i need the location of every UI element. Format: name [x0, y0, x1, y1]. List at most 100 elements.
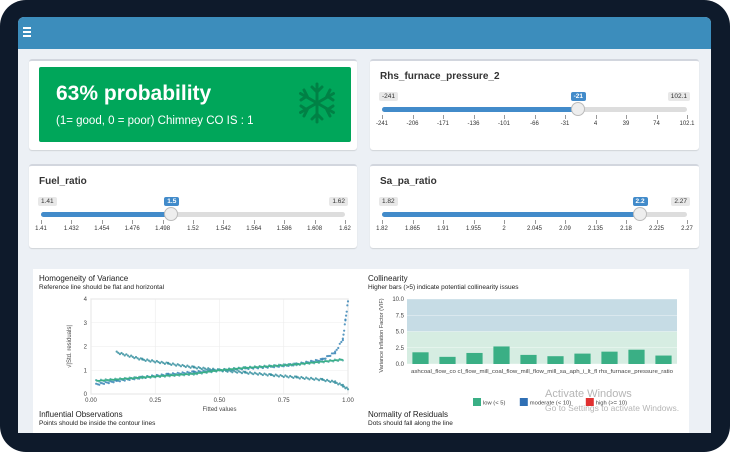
homog-point [134, 355, 138, 359]
homog-point [128, 355, 131, 358]
sapa-slider-box: Sa_pa_ratio 1.82 2.27 2.2 1.82 1.865 1.91 1.95… [370, 164, 699, 248]
homog-point [314, 377, 317, 380]
homog-y-tick-label: 3 [84, 321, 88, 327]
homog-point [191, 365, 194, 368]
coll-y-tick-label: 2.5 [396, 346, 405, 352]
homog-point [142, 358, 146, 361]
fuel-tick-label: 1.454 [94, 226, 110, 232]
homog-point [345, 386, 348, 389]
fuel-slider-label: Fuel_ratio [39, 176, 87, 187]
sapa-slider-fill [382, 212, 640, 217]
homog-point [178, 364, 181, 367]
homog-point [123, 354, 126, 357]
rhs-tick-mark [382, 115, 383, 119]
rhs-tick-mark [534, 115, 536, 119]
activate-windows-title: Activate Windows [545, 388, 632, 400]
homog-point [187, 365, 191, 368]
homog-point [195, 367, 199, 370]
rhs-tick-label: 102.1 [679, 121, 695, 127]
homog-point [126, 354, 130, 357]
hamburger-icon[interactable] [22, 25, 36, 39]
sapa-tick-label: 1.82 [376, 226, 388, 232]
homog-point [229, 370, 232, 373]
homog-point [297, 376, 300, 379]
rhs-slider-handle[interactable] [570, 102, 585, 116]
homogeneity-subtitle: Reference line should be flat and horizo… [39, 284, 165, 291]
homog-point [344, 314, 348, 317]
homog-point [345, 310, 348, 313]
coll-bar [466, 352, 483, 364]
rhs-tick-label: -31 [560, 121, 570, 127]
homog-y-axis-label: √|Std. residuals| [66, 325, 73, 368]
homog-point [189, 366, 192, 369]
homog-point [207, 367, 210, 370]
homog-point [170, 363, 173, 366]
homog-point [160, 360, 163, 363]
homog-point [157, 360, 160, 364]
sapa-slider-label: Sa_pa_ratio [380, 176, 437, 187]
homog-point [316, 378, 319, 381]
influential-title: Influential Observations [39, 410, 123, 419]
homog-point [162, 361, 165, 364]
homog-point [324, 380, 327, 383]
homog-point [292, 376, 295, 379]
coll-bar [628, 349, 645, 364]
homogeneity-title: Homogeneity of Variance [39, 274, 129, 283]
homog-point [118, 353, 122, 356]
coll-y-tick-label: 7.5 [396, 313, 405, 319]
homog-point [277, 375, 281, 378]
collinearity-subtitle: Higher bars (>5) indicate potential coll… [368, 284, 519, 291]
coll-y-tick-label: 0.0 [396, 362, 405, 368]
coll-legend-swatch [473, 398, 481, 406]
fuel-slider-track[interactable] [41, 212, 345, 217]
homog-point [239, 371, 242, 374]
rhs-tick-label: -66 [530, 121, 539, 127]
diagnostics-panel: Homogeneity of Variance Reference line s… [33, 269, 689, 433]
sapa-tick-label: 2.27 [681, 226, 693, 232]
homog-point [334, 352, 337, 355]
homog-point [338, 342, 341, 345]
homog-point [290, 375, 293, 379]
homog-point [107, 382, 110, 385]
rhs-tick-label: 4 [593, 121, 598, 127]
fuel-tick-label: 1.62 [339, 226, 351, 232]
homog-y-tick-label: 1 [84, 368, 88, 374]
rhs-tick-label: 39 [622, 121, 630, 127]
homog-point [203, 367, 207, 370]
fuel-slider-handle[interactable] [164, 207, 179, 221]
homog-point [247, 372, 250, 375]
homog-point [152, 360, 155, 363]
snowflake-icon [299, 82, 335, 124]
sapa-tick-mark [534, 220, 536, 224]
homog-point [253, 371, 256, 374]
homog-point [133, 357, 136, 360]
homog-point [181, 363, 184, 367]
homog-point [322, 357, 326, 360]
sapa-tick-label: 1.955 [465, 226, 482, 232]
homog-point [332, 352, 335, 355]
rhs-tick-label: -241 [375, 121, 389, 127]
sapa-slider-handle[interactable] [632, 207, 647, 221]
probability-valuebox: 63% probability (1= good, 0 = poor) Chim… [39, 67, 351, 142]
homog-point [258, 372, 261, 375]
homog-point [274, 373, 277, 376]
rhs-slider-fill [382, 107, 578, 112]
fuel-tick-mark [71, 220, 73, 224]
homog-point [240, 372, 244, 375]
homog-x-tick-label: 1.00 [342, 398, 354, 404]
sapa-tick-mark [473, 220, 475, 224]
homog-point [184, 365, 187, 369]
rhs-tick-mark [565, 115, 566, 119]
rhs-tick-mark [687, 115, 688, 119]
top-navbar [18, 17, 711, 49]
homog-point [256, 373, 260, 376]
fuel-tick-label: 1.498 [155, 226, 171, 232]
homog-point [284, 374, 287, 377]
homog-point [130, 354, 133, 357]
homog-point [324, 357, 327, 360]
homog-point [115, 350, 118, 353]
coll-legend-label: high (>= 10) [596, 401, 627, 407]
rhs-tick-mark [595, 115, 597, 119]
homog-x-tick-label: 0.25 [149, 398, 161, 404]
